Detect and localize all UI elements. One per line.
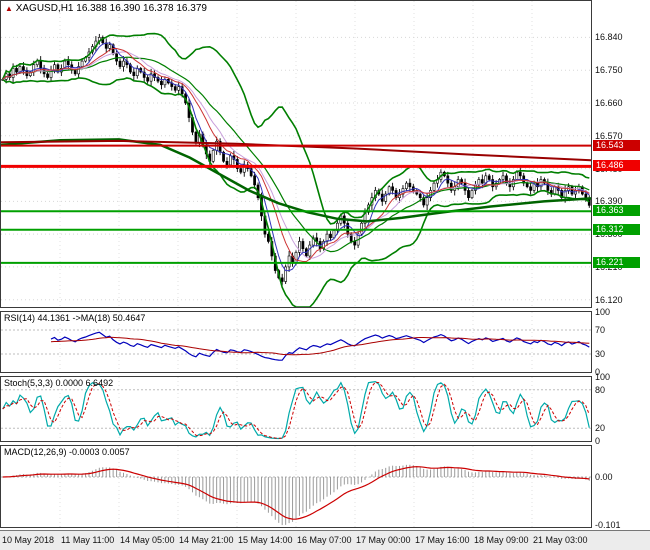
- chart-title: ▲ XAGUSD,H1 16.388 16.390 16.378 16.379: [5, 3, 207, 14]
- rsi-panel: RSI(14) 44.1361 ->MA(18) 50.4647: [0, 311, 592, 373]
- stochastic-canvas[interactable]: [1, 377, 591, 441]
- price-tick: 16.570: [595, 130, 623, 141]
- level-price-label: 16.543: [593, 139, 640, 151]
- price-tick: 16.120: [595, 294, 623, 305]
- time-label: 15 May 14:00: [238, 535, 293, 545]
- price-tick: 30: [595, 349, 606, 359]
- price-tick: 100: [595, 307, 611, 317]
- time-label: 14 May 21:00: [179, 535, 234, 545]
- price-tick: 16.390: [595, 196, 623, 207]
- main-chart-canvas[interactable]: [1, 1, 591, 307]
- price-tick: 0: [595, 367, 601, 377]
- stochastic-title: Stoch(5,3,3) 0.0000 6.6492: [4, 378, 114, 388]
- price-axis[interactable]: 16.84016.75016.66016.57016.48016.39016.3…: [592, 0, 650, 550]
- price-tick: 16.750: [595, 65, 623, 76]
- price-tick: 80: [595, 384, 606, 395]
- time-label: 17 May 16:00: [415, 535, 470, 545]
- time-label: 17 May 00:00: [356, 535, 411, 545]
- ohlc-quotes: 16.388 16.390 16.378 16.379: [76, 3, 207, 14]
- rsi-canvas[interactable]: [1, 312, 591, 372]
- time-label: 10 May 2018: [2, 535, 55, 545]
- price-tick: 0.00: [595, 471, 613, 482]
- macd-canvas[interactable]: [1, 446, 591, 527]
- level-price-label: 16.363: [593, 205, 640, 217]
- price-tick: 70: [595, 325, 606, 335]
- level-price-label: 16.312: [593, 223, 640, 235]
- main-chart-panel: ▲ XAGUSD,H1 16.388 16.390 16.378 16.379: [0, 0, 592, 308]
- level-price-label: 16.221: [593, 256, 640, 268]
- rsi-title: RSI(14) 44.1361 ->MA(18) 50.4647: [4, 313, 146, 323]
- price-tick: 20: [595, 423, 606, 434]
- symbol-period-label: XAGUSD,H1: [15, 3, 74, 14]
- price-tick: -0.101: [595, 520, 621, 531]
- price-tick: 100: [595, 372, 611, 382]
- price-tick: 16.840: [595, 32, 623, 43]
- price-tick: 16.660: [595, 98, 623, 108]
- time-label: 16 May 07:00: [297, 535, 352, 545]
- macd-title: MACD(12,26,9) -0.0003 0.0057: [4, 447, 130, 457]
- time-label: 18 May 09:00: [474, 535, 529, 545]
- macd-panel: MACD(12,26,9) -0.0003 0.0057: [0, 445, 592, 528]
- symbol-arrow-icon: ▲: [5, 4, 13, 13]
- time-label: 21 May 03:00: [533, 535, 588, 545]
- price-tick: 0: [595, 436, 601, 446]
- stochastic-panel: Stoch(5,3,3) 0.0000 6.6492: [0, 376, 592, 442]
- time-axis[interactable]: 10 May 2018 11 May 11:00 14 May 05:00 14 Ma…: [0, 530, 650, 550]
- time-label: 11 May 11:00: [61, 535, 115, 545]
- time-label: 14 May 05:00: [120, 535, 175, 545]
- level-price-label: 16.486: [593, 160, 640, 172]
